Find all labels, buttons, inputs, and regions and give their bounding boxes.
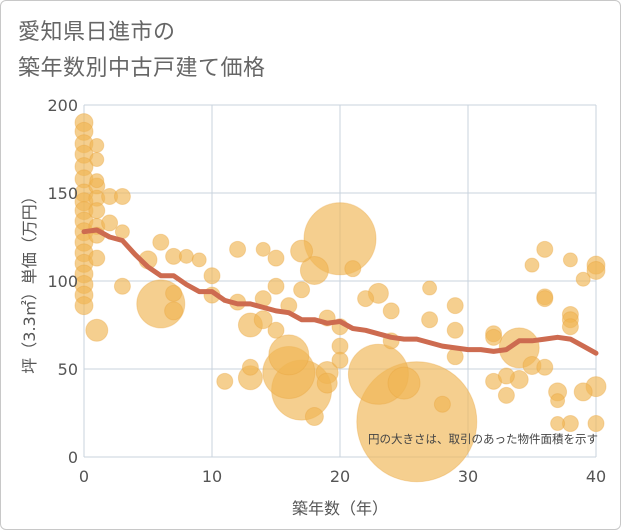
data-bubble bbox=[165, 284, 183, 302]
data-bubble bbox=[357, 290, 375, 308]
title-line-2: 築年数別中古戸建て価格 bbox=[18, 56, 266, 81]
data-bubble bbox=[587, 415, 605, 433]
data-bubble bbox=[575, 271, 591, 287]
data-bubble bbox=[290, 239, 314, 263]
data-bubble bbox=[178, 248, 194, 264]
data-bubble bbox=[446, 297, 464, 315]
data-bubble bbox=[536, 290, 554, 308]
data-bubble bbox=[562, 252, 578, 268]
data-bubble bbox=[191, 252, 207, 268]
data-bubble bbox=[113, 188, 131, 206]
data-bubble bbox=[573, 382, 593, 402]
data-bubble bbox=[203, 267, 221, 285]
y-tick-label: 150 bbox=[47, 184, 78, 203]
data-bubble bbox=[446, 321, 464, 339]
data-bubble bbox=[536, 240, 554, 258]
data-bubble bbox=[241, 358, 259, 376]
x-tick-label: 0 bbox=[79, 467, 89, 486]
data-bubble bbox=[267, 249, 285, 267]
data-bubble bbox=[303, 202, 377, 276]
trend-line bbox=[81, 227, 599, 356]
data-bubble bbox=[85, 318, 109, 342]
data-bubble bbox=[344, 260, 362, 278]
data-bubble bbox=[550, 416, 566, 432]
data-bubble bbox=[433, 395, 451, 413]
data-bubble bbox=[229, 240, 247, 258]
title-line-1: 愛知県日進市の bbox=[18, 20, 176, 45]
data-bubble bbox=[268, 334, 310, 376]
data-bubble bbox=[382, 302, 400, 320]
x-tick-label: 40 bbox=[586, 467, 606, 486]
data-bubble bbox=[88, 202, 106, 220]
y-tick-label: 50 bbox=[58, 360, 78, 379]
data-bubble bbox=[536, 358, 554, 376]
data-bubble bbox=[253, 310, 273, 330]
chart-title: 愛知県日進市の 築年数別中古戸建て価格 bbox=[18, 15, 266, 87]
data-bubble bbox=[497, 386, 515, 404]
y-tick-label: 200 bbox=[47, 96, 78, 115]
x-axis-ticks: 0 10 20 30 40 bbox=[79, 467, 606, 486]
data-bubble bbox=[561, 318, 579, 336]
bubbles bbox=[74, 113, 607, 483]
data-bubble bbox=[524, 257, 540, 273]
x-tick-label: 10 bbox=[202, 467, 222, 486]
data-bubble bbox=[299, 255, 329, 285]
data-bubble bbox=[74, 296, 94, 316]
data-bubble bbox=[216, 372, 234, 390]
data-bubble bbox=[89, 137, 105, 153]
y-axis-ticks: 0 50 100 150 200 bbox=[47, 96, 78, 467]
data-bubble bbox=[88, 249, 106, 267]
data-bubble bbox=[255, 241, 271, 257]
bubble-size-note: 円の大きさは、取引のあった物件面積を示す bbox=[368, 432, 598, 446]
data-bubble bbox=[586, 260, 606, 280]
data-bubble bbox=[422, 280, 438, 296]
data-bubble bbox=[497, 367, 515, 385]
y-tick-label: 0 bbox=[68, 448, 78, 467]
data-bubble bbox=[485, 328, 503, 346]
data-bubble bbox=[152, 233, 170, 251]
data-bubble bbox=[421, 311, 439, 329]
data-bubble bbox=[267, 277, 285, 295]
data-bubble bbox=[293, 281, 311, 299]
data-bubble bbox=[101, 214, 119, 232]
x-axis-title: 築年数（年） bbox=[292, 499, 388, 518]
data-bubble bbox=[331, 351, 349, 369]
data-bubble bbox=[89, 152, 105, 168]
y-tick-label: 100 bbox=[47, 272, 78, 291]
data-bubble bbox=[267, 321, 285, 339]
data-bubble bbox=[316, 372, 338, 394]
data-bubble bbox=[89, 173, 105, 189]
data-bubble bbox=[550, 393, 566, 409]
x-tick-label: 30 bbox=[458, 467, 478, 486]
data-bubble bbox=[304, 407, 324, 427]
data-bubble bbox=[113, 277, 131, 295]
y-axis-title: 坪（3.3㎡）単価（万円） bbox=[20, 188, 39, 373]
x-tick-label: 20 bbox=[330, 467, 350, 486]
data-bubble bbox=[387, 366, 421, 400]
data-bubble bbox=[164, 301, 184, 321]
